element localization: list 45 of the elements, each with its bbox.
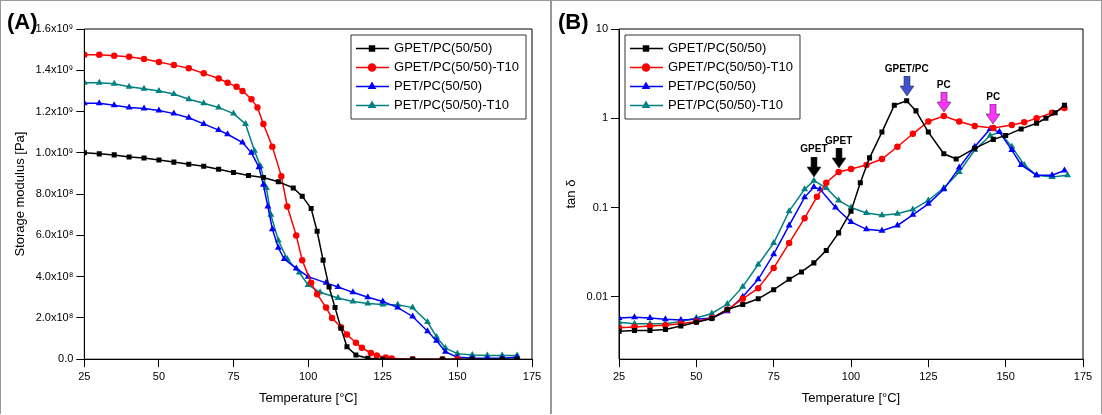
annotation: PC <box>936 78 951 90</box>
y-tick-label: 6.0x10⁸ <box>35 228 74 241</box>
legend-label: PET/PC(50/50) <box>668 78 757 94</box>
x-tick-label: 150 <box>448 369 467 382</box>
x-tick-label: 25 <box>78 369 91 382</box>
x-tick-label: 75 <box>767 369 780 382</box>
y-axis-title: tan δ <box>563 179 579 209</box>
x-axis-title: Temperature [°C] <box>801 389 901 405</box>
y-tick-label: 1.0x10⁹ <box>35 145 74 158</box>
chart-title: (A) <box>7 9 38 35</box>
y-tick-label: 4.0x10⁸ <box>35 269 74 282</box>
annotation: GPET <box>825 134 853 146</box>
y-tick-label: 0.01 <box>586 289 609 302</box>
x-tick-label: 175 <box>522 369 542 382</box>
legend-label: GPET/PC(50/50)-T10 <box>668 59 794 75</box>
chart-title: (B) <box>558 9 589 35</box>
y-tick-label: 0.0 <box>58 352 74 365</box>
x-tick-label: 100 <box>841 369 861 382</box>
x-tick-label: 25 <box>612 369 626 382</box>
y-tick-label: 2.0x10⁸ <box>35 310 74 323</box>
y-axis-title: Storage modulus [Pa] <box>12 131 28 257</box>
legend-label: GPET/PC(50/50) <box>668 40 767 56</box>
x-tick-label: 150 <box>996 369 1015 382</box>
legend-label: PET/PC(50/50)-T10 <box>394 97 509 113</box>
x-tick-label: 100 <box>298 369 318 382</box>
x-tick-label: 125 <box>373 369 392 382</box>
y-tick-label: 1.2x10⁹ <box>35 104 74 117</box>
annotation: GPET/PC <box>884 62 929 74</box>
annotation: PC <box>986 90 1001 102</box>
x-tick-label: 50 <box>152 369 166 382</box>
y-tick-label: 10 <box>595 22 609 35</box>
annotation: GPET <box>800 143 828 155</box>
legend-label: GPET/PC(50/50)-T10 <box>394 59 520 75</box>
y-tick-label: 0.1 <box>592 200 609 213</box>
y-tick-label: 1 <box>601 111 609 124</box>
x-axis-title: Temperature [°C] <box>258 389 358 405</box>
x-tick-label: 75 <box>227 369 240 382</box>
legend-label: PET/PC(50/50) <box>394 78 483 94</box>
legend-label: PET/PC(50/50)-T10 <box>668 97 783 113</box>
y-tick-label: 1.4x10⁹ <box>35 63 74 76</box>
x-tick-label: 125 <box>919 369 938 382</box>
x-tick-label: 175 <box>1073 369 1093 382</box>
legend-label: GPET/PC(50/50) <box>394 40 493 56</box>
y-tick-label: 8.0x10⁸ <box>35 187 74 200</box>
x-tick-label: 50 <box>690 369 703 382</box>
